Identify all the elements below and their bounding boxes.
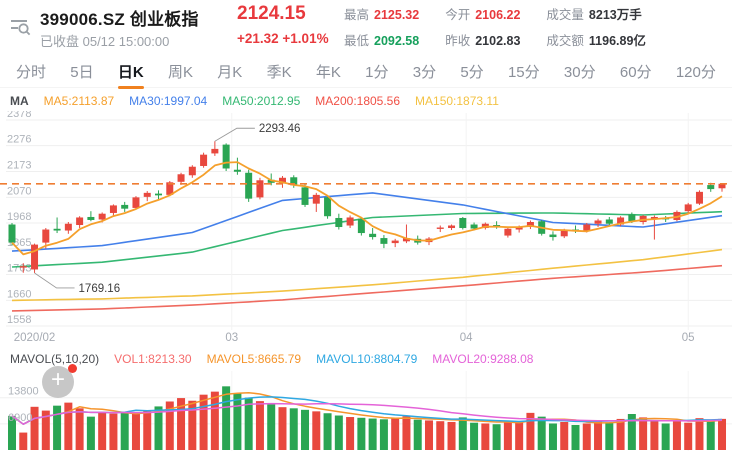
- legend-item-MA5: MA5:2113.87: [43, 94, 115, 108]
- svg-text:2378: 2378: [7, 111, 31, 120]
- tab-3分[interactable]: 3分: [412, 64, 437, 81]
- tab-5日[interactable]: 5日: [70, 64, 94, 81]
- tab-15分[interactable]: 15分: [507, 64, 540, 81]
- date-tick-2020/02: 2020/02: [13, 332, 56, 344]
- tab-季K[interactable]: 季K: [266, 64, 292, 81]
- legend-item-VOL1: VOL1:8213.30: [114, 352, 192, 366]
- stat-label: 成交量: [546, 8, 584, 22]
- quote-header: 399006.SZ 创业板指 已收盘 05/12 15:00:00 2124.1…: [0, 0, 732, 56]
- stat-label: 昨收: [445, 34, 471, 48]
- stat-成交额: 成交额 1196.89亿: [546, 30, 646, 49]
- stat-label: 最高: [344, 8, 370, 22]
- svg-text:1660: 1660: [7, 288, 31, 300]
- tab-周K[interactable]: 周K: [168, 64, 194, 81]
- stat-成交量: 成交量 8213万手: [546, 4, 646, 23]
- stat-昨收: 昨收 2102.83: [445, 30, 520, 49]
- legend-item-MA30: MA30:1997.04: [129, 94, 208, 108]
- legend-item-MAVOL20: MAVOL20:9288.08: [432, 352, 534, 366]
- symbol-title: 399006.SZ 创业板指: [40, 10, 199, 29]
- tab-年K[interactable]: 年K: [315, 64, 341, 81]
- date-axis: 2020/02 03 04 05: [0, 330, 732, 349]
- svg-text:2070: 2070: [7, 185, 31, 197]
- legend-item-MAVOL10: MAVOL10:8804.79: [316, 352, 418, 366]
- svg-text:1968: 1968: [7, 211, 31, 223]
- stat-value: 2092.58: [374, 34, 420, 48]
- stat-value: 2125.32: [374, 8, 420, 22]
- svg-text:6900: 6900: [8, 412, 32, 424]
- tab-120分[interactable]: 120分: [675, 64, 716, 81]
- svg-text:1769.16: 1769.16: [79, 283, 121, 295]
- stat-label: 成交额: [546, 34, 584, 48]
- stat-column-1: 今开 2106.22 昨收 2102.83: [445, 4, 520, 49]
- stat-value: 8213万手: [588, 8, 642, 22]
- stat-label: 最低: [344, 34, 370, 48]
- stat-column-2: 成交量 8213万手 成交额 1196.89亿: [546, 4, 646, 49]
- stat-最低: 最低 2092.58: [344, 30, 419, 49]
- stat-label: 今开: [445, 8, 471, 22]
- tab-30分[interactable]: 30分: [563, 64, 596, 81]
- search-list-icon[interactable]: [8, 14, 34, 40]
- svg-text:13800: 13800: [8, 386, 39, 398]
- notification-dot: [68, 364, 77, 373]
- date-tick-03: 03: [225, 332, 239, 344]
- period-tabbar: 分时 5日 日K 周K 月K 季K 年K 1分 3分 5分 15分 30分 60分 120分: [0, 56, 732, 88]
- quote-stats: 最高 2125.32 最低 2092.58 今开 2106.22 昨收 2102.83 成交量 8…: [344, 4, 646, 49]
- stat-今开: 今开 2106.22: [445, 4, 520, 23]
- plus-icon: +: [50, 366, 65, 393]
- search-list-icon-svg: [11, 20, 31, 36]
- tab-日K[interactable]: 日K: [118, 61, 144, 82]
- svg-text:1558: 1558: [7, 314, 31, 326]
- legend-item-MA200: MA200:1805.56: [315, 94, 401, 108]
- price-change: +21.32 +1.01%: [237, 31, 329, 46]
- tab-分时[interactable]: 分时: [16, 64, 47, 81]
- legend-item-MAVOL5: MAVOL5:8665.79: [206, 352, 302, 366]
- stat-最高: 最高 2125.32: [344, 4, 419, 23]
- tab-60分[interactable]: 60分: [619, 64, 652, 81]
- legend-item-MA50: MA50:2012.95: [222, 94, 301, 108]
- svg-text:2293.46: 2293.46: [259, 123, 301, 135]
- market-status-time: 已收盘 05/12 15:00:00: [40, 34, 170, 49]
- svg-text:2173: 2173: [7, 160, 31, 172]
- stat-value: 1196.89亿: [588, 34, 646, 48]
- floating-action-button[interactable]: +: [42, 364, 77, 398]
- stat-value: 2106.22: [475, 8, 521, 22]
- ma-legend: MA MA5:2113.87 MA30:1997.04 MA50:2012.95 MA2…: [10, 94, 499, 108]
- tab-月K[interactable]: 月K: [217, 64, 243, 81]
- mavol-legend: MAVOL(5,10,20) VOL1:8213.30 MAVOL5:8665.79…: [10, 352, 533, 366]
- date-tick-05: 05: [681, 332, 695, 344]
- candlestick-chart[interactable]: 2378227621732070196818651763166015582293…: [0, 111, 732, 330]
- last-price: 2124.15: [237, 3, 306, 24]
- legend-item-MA150: MA150:1873.11: [415, 94, 499, 108]
- svg-text:1763: 1763: [7, 263, 31, 275]
- stat-value: 2102.83: [475, 34, 521, 48]
- legend-prefix: MAVOL(5,10,20): [10, 352, 100, 366]
- tab-5分[interactable]: 5分: [460, 64, 484, 81]
- tab-1分[interactable]: 1分: [365, 64, 389, 81]
- svg-text:2276: 2276: [7, 134, 31, 146]
- volume-chart[interactable]: 13800 6900: [0, 371, 732, 451]
- stat-column-0: 最高 2125.32 最低 2092.58: [344, 4, 419, 49]
- date-tick-04: 04: [459, 332, 473, 344]
- legend-prefix: MA: [10, 94, 29, 108]
